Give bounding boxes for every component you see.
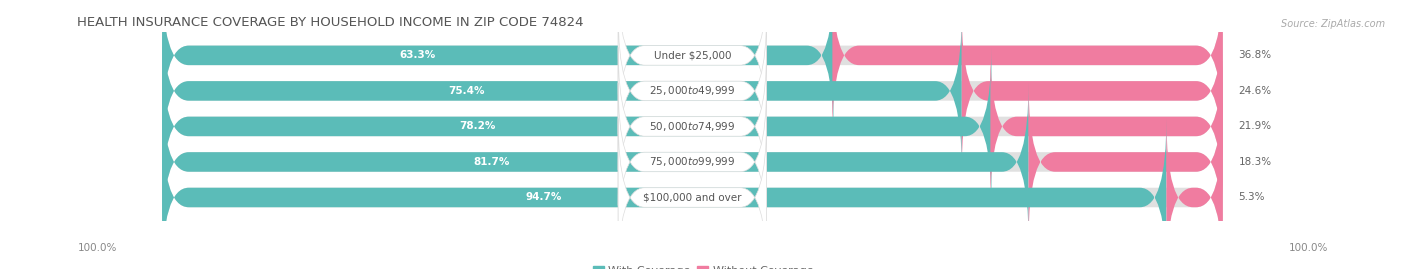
FancyBboxPatch shape	[619, 47, 766, 206]
Text: $50,000 to $74,999: $50,000 to $74,999	[650, 120, 735, 133]
Text: 5.3%: 5.3%	[1239, 193, 1265, 203]
FancyBboxPatch shape	[962, 12, 1223, 170]
FancyBboxPatch shape	[619, 0, 766, 134]
FancyBboxPatch shape	[162, 47, 1223, 206]
Text: 24.6%: 24.6%	[1239, 86, 1271, 96]
Text: 75.4%: 75.4%	[447, 86, 484, 96]
FancyBboxPatch shape	[162, 12, 1223, 170]
FancyBboxPatch shape	[1167, 118, 1223, 269]
FancyBboxPatch shape	[990, 47, 1223, 206]
Text: 81.7%: 81.7%	[474, 157, 509, 167]
Text: Source: ZipAtlas.com: Source: ZipAtlas.com	[1281, 19, 1385, 29]
FancyBboxPatch shape	[619, 118, 766, 269]
FancyBboxPatch shape	[1029, 83, 1223, 241]
FancyBboxPatch shape	[832, 0, 1223, 134]
FancyBboxPatch shape	[162, 118, 1167, 269]
Legend: With Coverage, Without Coverage: With Coverage, Without Coverage	[588, 262, 818, 269]
FancyBboxPatch shape	[162, 47, 991, 206]
FancyBboxPatch shape	[162, 12, 962, 170]
Text: 21.9%: 21.9%	[1239, 121, 1271, 132]
FancyBboxPatch shape	[162, 0, 834, 134]
Text: Under $25,000: Under $25,000	[654, 50, 731, 60]
FancyBboxPatch shape	[619, 12, 766, 170]
Text: $75,000 to $99,999: $75,000 to $99,999	[650, 155, 735, 168]
Text: HEALTH INSURANCE COVERAGE BY HOUSEHOLD INCOME IN ZIP CODE 74824: HEALTH INSURANCE COVERAGE BY HOUSEHOLD I…	[77, 16, 583, 29]
FancyBboxPatch shape	[162, 0, 1223, 134]
FancyBboxPatch shape	[162, 118, 1223, 269]
Text: $25,000 to $49,999: $25,000 to $49,999	[650, 84, 735, 97]
Text: 100.0%: 100.0%	[77, 243, 117, 253]
Text: $100,000 and over: $100,000 and over	[643, 193, 741, 203]
Text: 100.0%: 100.0%	[1289, 243, 1329, 253]
FancyBboxPatch shape	[162, 83, 1029, 241]
Text: 78.2%: 78.2%	[460, 121, 495, 132]
Text: 63.3%: 63.3%	[399, 50, 436, 60]
Text: 18.3%: 18.3%	[1239, 157, 1271, 167]
Text: 94.7%: 94.7%	[526, 193, 562, 203]
Text: 36.8%: 36.8%	[1239, 50, 1271, 60]
FancyBboxPatch shape	[162, 83, 1223, 241]
FancyBboxPatch shape	[619, 83, 766, 241]
